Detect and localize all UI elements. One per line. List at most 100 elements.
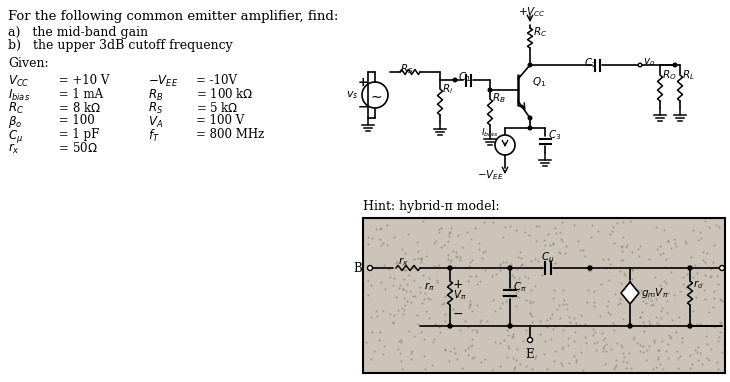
Text: $R_S$: $R_S$ [148,101,163,116]
Point [614,296,626,302]
Point [618,257,629,263]
Point [420,253,431,259]
Point [513,275,525,281]
Text: $\sim$: $\sim$ [368,89,383,103]
Point [466,336,477,342]
Point [577,367,589,373]
Point [520,272,531,278]
Point [653,347,665,353]
Point [579,334,591,340]
Point [579,320,591,327]
Point [466,256,478,262]
Point [642,295,654,301]
Text: $Q_1$: $Q_1$ [532,75,546,89]
Point [538,237,550,243]
Point [473,246,485,253]
Point [466,342,478,348]
Point [465,236,477,243]
Point [626,265,638,272]
Point [404,272,415,278]
Circle shape [688,324,692,328]
Point [542,316,553,322]
Point [453,293,464,299]
Text: $g_m V_\pi$: $g_m V_\pi$ [641,286,669,300]
Point [602,256,614,262]
Point [597,256,609,262]
Circle shape [529,63,531,67]
Point [570,320,582,327]
Point [375,242,387,248]
Point [661,310,673,316]
Point [452,232,464,238]
Point [665,269,677,275]
Text: $R_i$: $R_i$ [442,82,453,96]
Point [575,349,587,355]
Point [694,229,706,235]
Text: = 5 k$\Omega$: = 5 k$\Omega$ [196,101,239,115]
Point [474,277,485,283]
Point [388,282,399,288]
Circle shape [628,324,632,328]
Circle shape [588,266,592,270]
Text: $C_1$: $C_1$ [458,70,472,84]
Point [665,245,677,251]
Point [510,227,521,233]
Point [561,322,572,329]
Text: = 8 k$\Omega$: = 8 k$\Omega$ [55,101,101,115]
Point [454,327,466,333]
Point [548,240,559,246]
Point [414,284,426,290]
Point [643,317,655,324]
Point [508,367,520,373]
Point [398,276,410,282]
Point [550,348,561,354]
Point [643,343,655,349]
Text: = 1 pF: = 1 pF [55,128,99,141]
Point [660,264,672,270]
Point [560,301,572,307]
Text: $C_\pi$: $C_\pi$ [513,280,527,294]
Point [637,350,648,356]
Point [680,240,692,246]
Point [372,264,383,270]
Point [699,218,711,224]
Point [568,353,580,359]
Point [620,359,632,365]
Text: Given:: Given: [8,57,49,70]
Circle shape [528,338,532,343]
Point [654,361,666,367]
Point [694,320,706,327]
Point [561,306,573,312]
Point [494,263,506,269]
Point [520,229,531,235]
Point [588,303,600,309]
Point [600,265,612,271]
Text: +: + [453,278,464,291]
Point [563,314,575,320]
Point [617,344,629,350]
Point [712,338,723,344]
Point [556,238,568,244]
Point [652,354,664,360]
Point [372,313,383,319]
Point [422,295,434,301]
Point [556,219,568,225]
Point [672,365,683,371]
Point [510,303,522,309]
Point [510,279,521,285]
Point [529,355,541,361]
Point [445,225,457,231]
Point [415,288,426,295]
Text: $R_B$: $R_B$ [492,91,506,105]
Point [511,346,523,352]
Point [617,219,629,225]
Point [709,264,721,270]
Point [520,363,531,369]
Point [530,223,542,229]
Point [434,329,446,335]
Point [526,258,537,264]
Point [442,233,454,239]
Point [637,298,649,304]
Point [687,227,699,233]
Point [423,315,434,321]
